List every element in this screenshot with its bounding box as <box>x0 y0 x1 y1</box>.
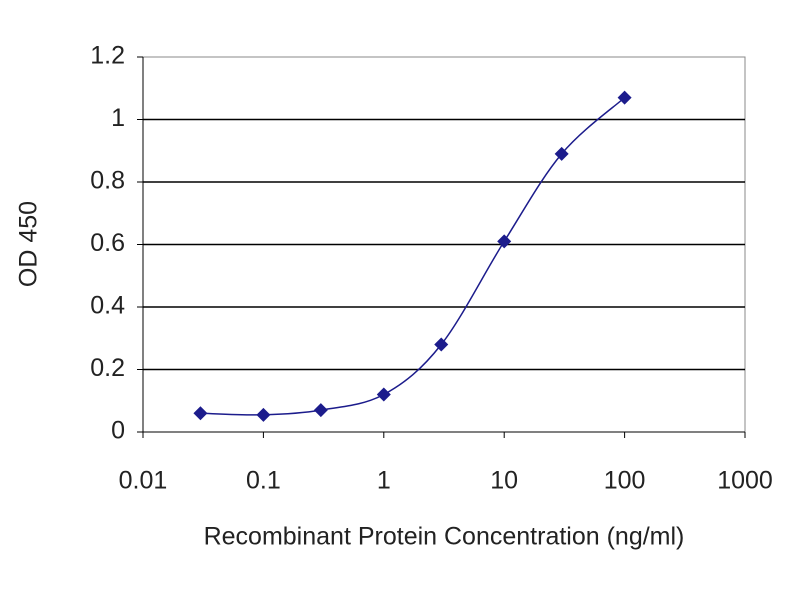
data-point <box>554 146 569 161</box>
data-point <box>256 407 271 422</box>
x-axis-label: Recombinant Protein Concentration (ng/ml… <box>204 523 685 551</box>
data-point <box>497 234 512 249</box>
y-tick-label: 0.2 <box>90 354 125 382</box>
data-point <box>434 337 449 352</box>
y-tick-label: 0.6 <box>90 229 125 257</box>
x-tick-label: 0.01 <box>119 467 168 495</box>
y-tick-label: 1.2 <box>90 42 125 70</box>
x-tick-label: 100 <box>604 467 646 495</box>
x-tick-label: 1 <box>377 467 391 495</box>
y-tick-label: 0.8 <box>90 167 125 195</box>
y-tick-label: 0 <box>111 417 125 445</box>
data-point <box>313 403 328 418</box>
y-tick-label: 1 <box>111 104 125 132</box>
y-axis-label: OD 450 <box>15 201 43 287</box>
data-point <box>617 90 632 105</box>
x-tick-label: 1000 <box>717 467 773 495</box>
y-tick-label: 0.4 <box>90 292 125 320</box>
data-point <box>376 387 391 402</box>
data-point <box>193 406 208 421</box>
x-tick-label: 10 <box>490 467 518 495</box>
x-tick-label: 0.1 <box>246 467 281 495</box>
